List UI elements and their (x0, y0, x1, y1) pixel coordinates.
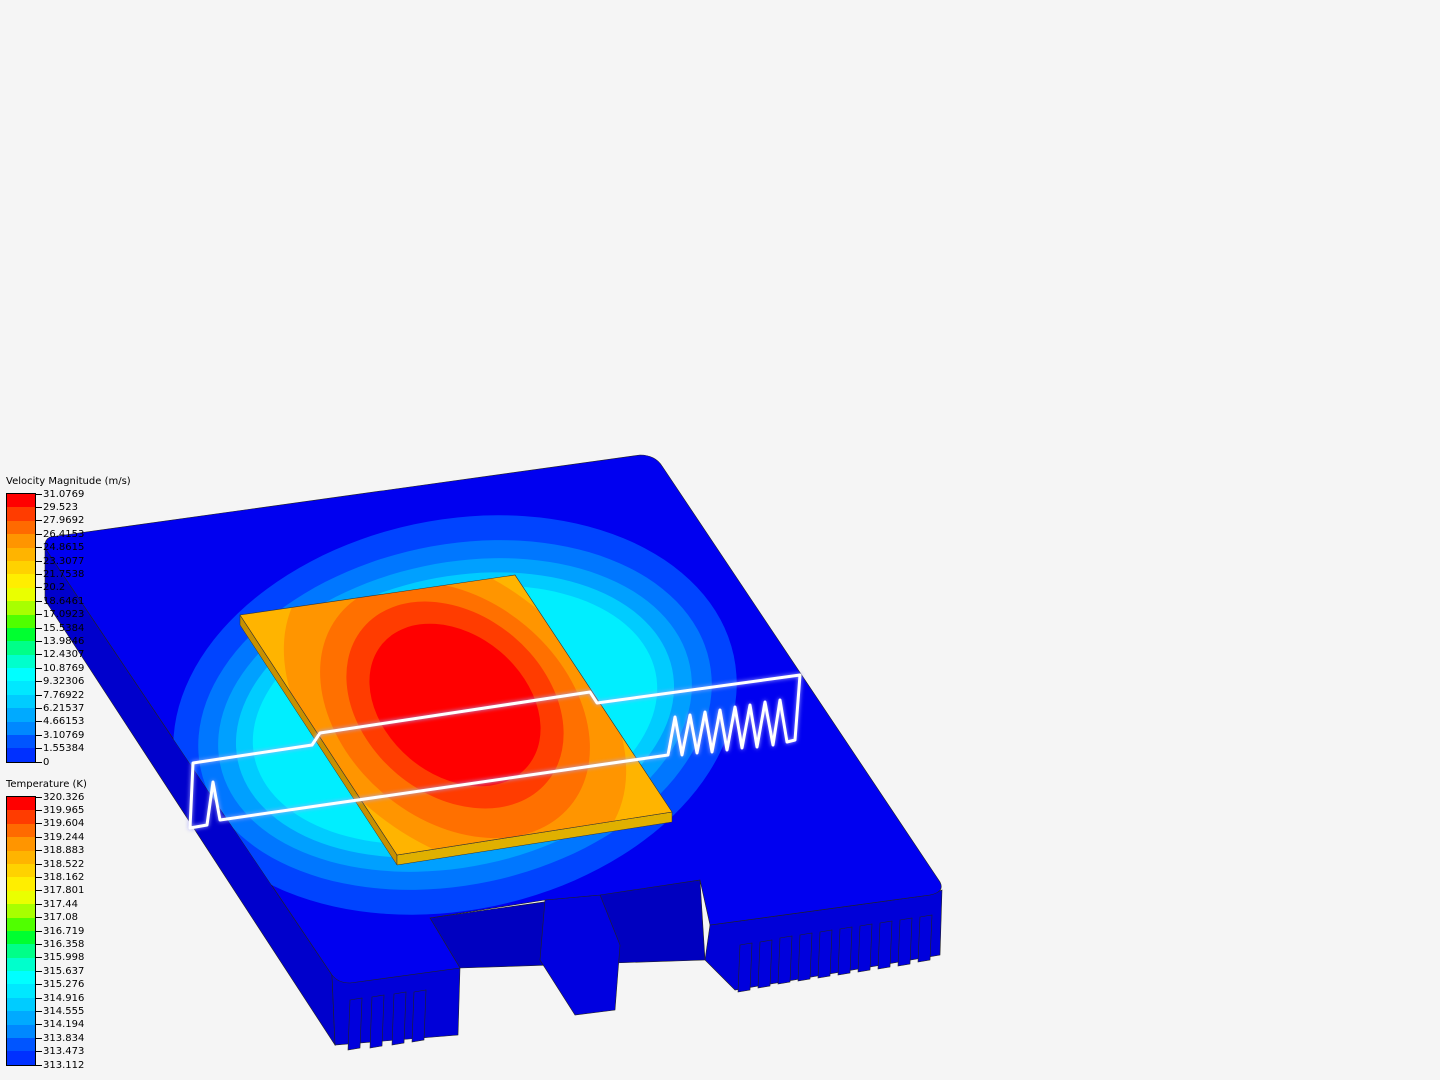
temperature-legend: Temperature (K) 320.326 319.965 319.604 319… (6, 779, 87, 1071)
legend-tick-label: 315.276 (35, 979, 84, 991)
legend-tick-label: 318.883 (35, 845, 84, 857)
legend-color-band (7, 681, 35, 695)
legend-color-band (7, 971, 35, 985)
legend-color-band (7, 930, 35, 945)
legend-tick-label: 9.32306 (35, 676, 84, 688)
legend-color-band (7, 641, 35, 655)
legend-color-band (7, 668, 35, 682)
legend-tick-label: 314.194 (35, 1019, 84, 1031)
legend-color-band (7, 654, 35, 669)
legend-color-band (7, 547, 35, 561)
legend-color-band (7, 507, 35, 521)
legend-tick-label: 29.523 (35, 501, 78, 513)
legend-color-band (7, 721, 35, 736)
legend-tick-label: 319.244 (35, 831, 84, 843)
legend-title: Temperature (K) (6, 779, 87, 790)
legend-color-band (7, 984, 35, 998)
legend-color-band (7, 837, 35, 851)
legend-color-band (7, 810, 35, 824)
legend-color-band (7, 904, 35, 918)
legend-color-band (7, 520, 35, 535)
legend-color-band (7, 823, 35, 838)
legend-tick-label: 15.5384 (35, 622, 84, 634)
legend-tick-label: 3.10769 (35, 729, 84, 741)
legend-color-band (7, 1051, 35, 1065)
legend-color-band (7, 708, 35, 722)
legend-tick-label: 12.4307 (35, 649, 84, 661)
legend-color-band (7, 587, 35, 602)
legend-tick-label: 26.4153 (35, 528, 84, 540)
legend-tick-label: 23.3077 (35, 555, 84, 567)
legend-tick-label: 31.0769 (35, 488, 84, 500)
legend-tick-label: 17.0923 (35, 609, 84, 621)
legend-tick-label: 313.473 (35, 1046, 84, 1058)
legend-tick-label: 7.76922 (35, 689, 84, 701)
legend-color-band (7, 534, 35, 548)
legend-color-band (7, 890, 35, 905)
legend-tick-label: 317.08 (35, 912, 78, 924)
legend-tick-label: 21.7538 (35, 568, 84, 580)
legend-color-band (7, 797, 35, 811)
legend-color-band (7, 1011, 35, 1025)
fins-right (737, 914, 933, 993)
legend-tick-label: 314.555 (35, 1005, 84, 1017)
legend-tick-label: 313.834 (35, 1032, 84, 1044)
legend-color-band (7, 735, 35, 749)
legend-color-band (7, 494, 35, 508)
legend-color-band (7, 1038, 35, 1052)
legend-tick-label: 20.2 (35, 582, 65, 594)
legend-tick-label: 6.21537 (35, 702, 84, 714)
legend-color-band (7, 614, 35, 628)
heatsink-model (44, 454, 943, 1051)
color-bar: 320.326 319.965 319.604 319.244 318.883 318.5… (6, 792, 84, 1071)
legend-color-band (7, 694, 35, 709)
legend-tick-label: 1.55384 (35, 743, 84, 755)
legend-tick-label: 317.801 (35, 885, 84, 897)
legend-color-band (7, 997, 35, 1012)
legend-tick-label: 320.326 (35, 791, 84, 803)
legend-color-band (7, 957, 35, 972)
legend-tick-label: 317.44 (35, 898, 78, 910)
legend-color-band (7, 560, 35, 575)
legend-tick-label: 318.522 (35, 858, 84, 870)
legend-tick-label: 315.998 (35, 952, 84, 964)
legend-color-band (7, 748, 35, 762)
legend-tick-label: 18.6461 (35, 595, 84, 607)
legend-tick-label: 10.8769 (35, 662, 84, 674)
legend-color-band (7, 877, 35, 891)
legend-tick-label: 316.719 (35, 925, 84, 937)
legend-tick-label: 313.112 (35, 1059, 84, 1071)
temperature-contours (283, 575, 627, 855)
legend-color-band (7, 863, 35, 878)
legend-tick-label: 315.637 (35, 965, 84, 977)
legend-tick-label: 316.358 (35, 938, 84, 950)
legend-tick-label: 24.8615 (35, 542, 84, 554)
legend-tick-label: 314.916 (35, 992, 84, 1004)
legend-title: Velocity Magnitude (m/s) (6, 476, 131, 487)
legend-tick-label: 318.162 (35, 871, 84, 883)
legend-color-band (7, 917, 35, 931)
legend-tick-label: 0 (35, 756, 49, 768)
legend-color-band (7, 574, 35, 588)
legend-tick-label: 13.9846 (35, 635, 84, 647)
legend-color-band (7, 627, 35, 642)
legend-tick-label: 319.965 (35, 804, 84, 816)
legend-color-band (7, 850, 35, 864)
legend-color-band (7, 944, 35, 958)
velocity-legend: Velocity Magnitude (m/s) 31.0769 29.523 27… (6, 476, 131, 768)
streamline (188, 673, 802, 830)
legend-tick-label: 27.9692 (35, 515, 84, 527)
legend-color-band (7, 1024, 35, 1039)
legend-tick-label: 4.66153 (35, 716, 84, 728)
legend-color-band (7, 601, 35, 615)
legend-tick-label: 319.604 (35, 818, 84, 830)
fins-left (347, 989, 427, 1051)
color-bar: 31.0769 29.523 27.9692 26.4153 24.8615 23.307… (6, 489, 84, 768)
